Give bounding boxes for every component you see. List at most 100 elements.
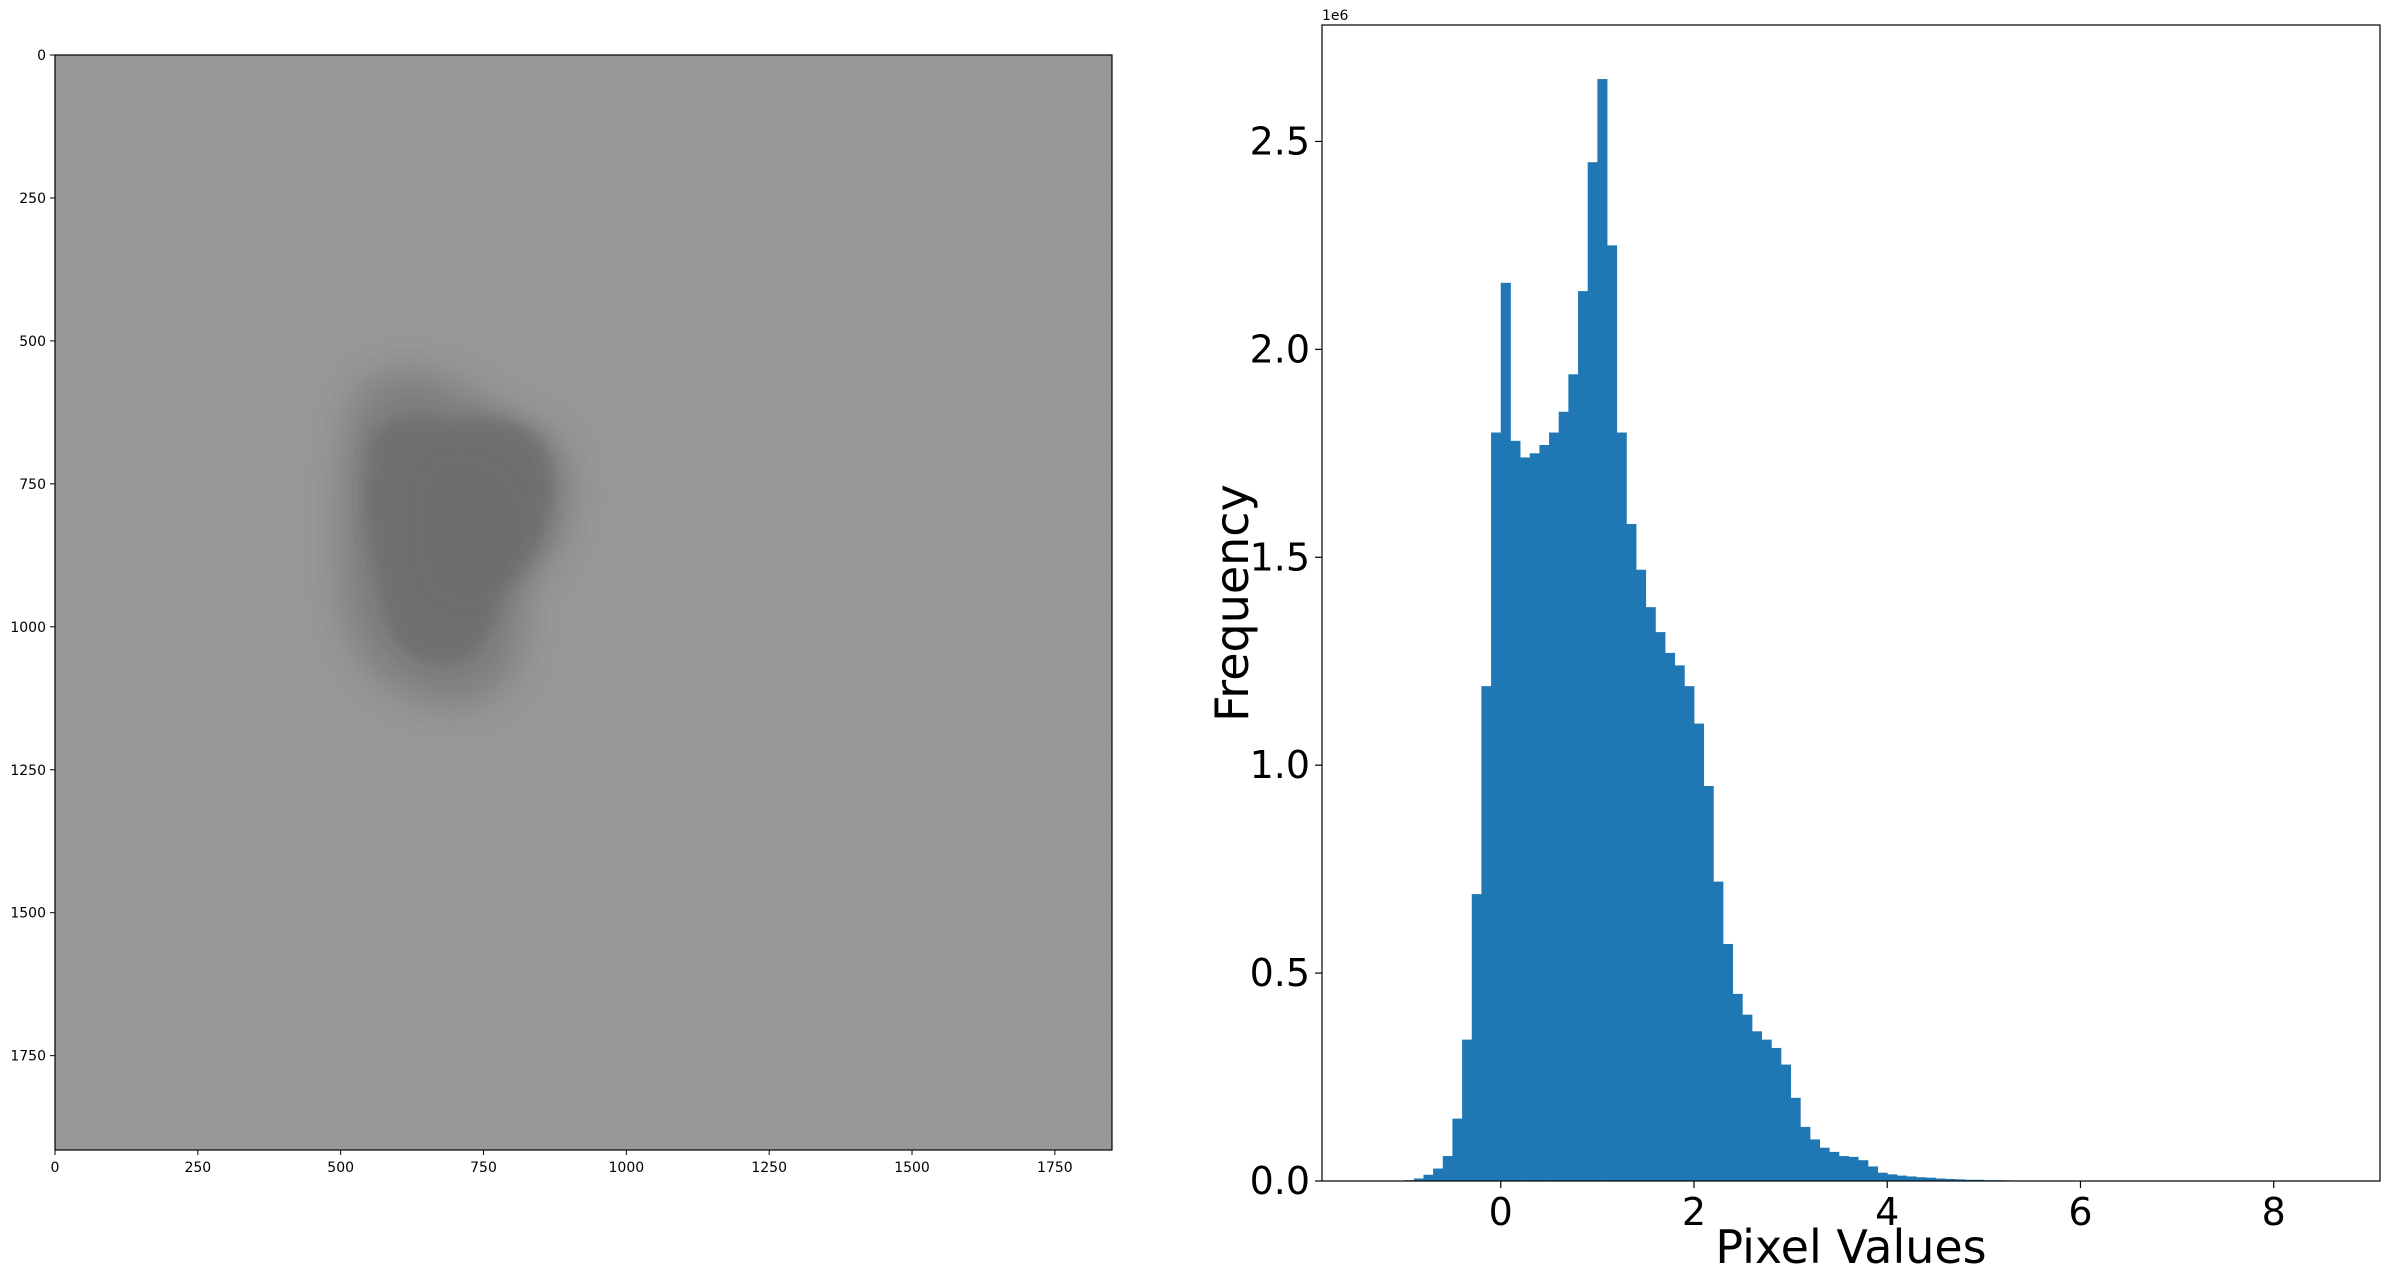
histogram-x-ticks: 0 2 4 6 8	[1489, 1181, 2286, 1234]
histogram-bar	[1974, 1179, 1985, 1181]
histogram-bar	[1809, 1139, 1820, 1181]
image-frame	[54, 54, 1113, 1151]
histogram-bar	[1491, 432, 1502, 1181]
histogram-bar	[1761, 1039, 1772, 1181]
histogram-bar	[1655, 632, 1666, 1181]
image-panel: 0 250 500 750 1000 1250 1500 1750 0 250 500 750 100…	[10, 48, 1113, 1176]
image-x-tick-label: 1500	[894, 1160, 930, 1176]
histogram-bar	[1742, 1014, 1753, 1181]
image-x-tick-label: 500	[327, 1160, 354, 1176]
histogram-bar	[1558, 411, 1569, 1181]
histogram-y-tick-label: 2.5	[1250, 119, 1310, 163]
histogram-bar	[1925, 1177, 1936, 1181]
histogram-bar	[1935, 1178, 1946, 1181]
histogram-bar	[1607, 245, 1618, 1181]
histogram-bar	[1819, 1147, 1830, 1181]
histogram-bar	[1520, 457, 1531, 1181]
histogram-y-tick-label: 0.5	[1250, 951, 1310, 995]
histogram-bar	[1916, 1177, 1927, 1181]
histogram-bar	[1462, 1039, 1473, 1181]
histogram-bar	[1549, 432, 1560, 1181]
histogram-bar	[1423, 1174, 1434, 1181]
histogram-y-tick-label: 2.0	[1250, 327, 1310, 371]
histogram-bar	[1722, 943, 1734, 1181]
histogram-bar	[1665, 652, 1676, 1181]
histogram-y-tick-label: 0.0	[1250, 1159, 1310, 1203]
histogram-bar	[1954, 1179, 1965, 1181]
histogram-bar	[1674, 665, 1685, 1181]
histogram-bar	[1829, 1151, 1840, 1181]
histogram-bar	[1471, 894, 1482, 1181]
histogram-bars	[1404, 79, 2333, 1182]
image-x-tick-label: 1250	[751, 1160, 787, 1176]
histogram-x-tick-label: 0	[1489, 1190, 1513, 1234]
image-y-tick-label: 1750	[10, 1049, 46, 1065]
histogram-bar	[1626, 523, 1637, 1181]
histogram-bar	[1780, 1064, 1792, 1181]
histogram-x-tick-label: 8	[2262, 1190, 2286, 1234]
histogram-bar	[1848, 1156, 1859, 1181]
histogram-bar	[1964, 1179, 1975, 1181]
histogram-bar	[1578, 291, 1589, 1181]
histogram-bar	[1500, 282, 1511, 1181]
histogram-x-tick-label: 2	[1682, 1190, 1706, 1234]
histogram-frame	[1321, 24, 2381, 1182]
histogram-bar	[1751, 1031, 1763, 1181]
histogram-bar	[1800, 1126, 1811, 1181]
histogram-bar	[1636, 569, 1647, 1181]
x-axis-label: Pixel Values	[1715, 1220, 1986, 1274]
image-y-tick-label: 1000	[10, 620, 46, 636]
histogram-y-ticks: 0.0 0.5 1.0 1.5 2.0 2.5	[1250, 119, 1322, 1203]
histogram-y-tick-label: 1.0	[1250, 743, 1310, 787]
histogram-x-tick-label: 4	[1875, 1190, 1899, 1234]
histogram-bar	[1452, 1118, 1463, 1181]
histogram-bar	[1693, 723, 1705, 1181]
image-x-tick-label: 1750	[1037, 1160, 1073, 1176]
histogram-bar	[1896, 1175, 1907, 1181]
image-y-tick-label: 1500	[10, 906, 46, 922]
image-y-tick-label: 750	[19, 477, 46, 493]
image-y-tick-label: 0	[37, 48, 46, 64]
y-offset-text: 1e6	[1322, 8, 1349, 24]
histogram-bar	[1442, 1156, 1453, 1181]
histogram-bar	[1587, 162, 1598, 1181]
image-y-tick-label: 250	[19, 191, 46, 207]
histogram-bar	[1906, 1176, 1917, 1181]
histogram-bar	[1867, 1166, 1878, 1181]
histogram-bar	[1945, 1178, 1956, 1181]
histogram-bar	[1684, 686, 1695, 1181]
histogram-bar	[1481, 686, 1492, 1181]
image-x-tick-label: 750	[470, 1160, 497, 1176]
image-x-ticks: 0 250 500 750 1000 1250 1500 1750	[51, 1150, 1073, 1176]
image-x-tick-label: 0	[51, 1160, 60, 1176]
histogram-panel: 0 2 4 6 8 0.0 0.5 1.0 1.5 2.0 2.5 1e6 Pixel Value…	[1205, 8, 2381, 1274]
histogram-y-tick-label: 1.5	[1250, 535, 1310, 579]
histogram-bar	[1838, 1156, 1849, 1181]
histogram-bar	[1568, 374, 1579, 1182]
image-y-ticks: 0 250 500 750 1000 1250 1500 1750	[10, 48, 55, 1065]
image-y-tick-label: 1250	[10, 763, 46, 779]
image-x-tick-label: 250	[184, 1160, 211, 1176]
noise-overlay	[55, 55, 1112, 1150]
histogram-bar	[1790, 1097, 1801, 1181]
histogram-bar	[1597, 79, 1608, 1181]
histogram-bar	[1713, 881, 1724, 1181]
histogram-bar	[1732, 993, 1743, 1181]
histogram-bar	[1858, 1160, 1869, 1181]
histogram-bar	[1529, 453, 1540, 1182]
y-axis-label: Frequency	[1205, 484, 1259, 722]
histogram-bar	[1703, 785, 1714, 1181]
histogram-bar	[1645, 607, 1656, 1181]
histogram-bar	[1433, 1168, 1444, 1181]
histogram-bar	[1877, 1172, 1888, 1181]
histogram-bar	[1887, 1174, 1898, 1181]
image-y-tick-label: 500	[19, 334, 46, 350]
histogram-x-tick-label: 6	[2068, 1190, 2092, 1234]
image-x-tick-label: 1000	[609, 1160, 645, 1176]
histogram-bar	[1616, 432, 1627, 1181]
histogram-bar	[1771, 1047, 1782, 1181]
histogram-bar	[1510, 440, 1521, 1181]
histogram-bar	[1413, 1178, 1424, 1181]
histogram-bar	[1539, 444, 1550, 1182]
